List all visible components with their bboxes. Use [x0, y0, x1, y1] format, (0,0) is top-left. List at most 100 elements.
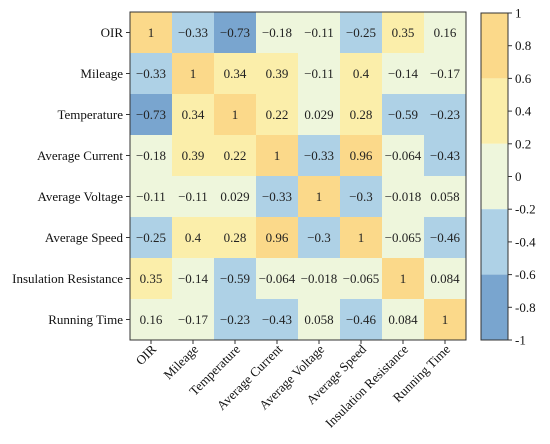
heatmap-cell: [382, 299, 424, 340]
heatmap-cell: [130, 299, 172, 340]
heatmap-cell: [130, 94, 172, 135]
heatmap-cell: [298, 217, 340, 258]
heatmap-cell: [424, 176, 466, 217]
cell-value-label: 0.4: [353, 66, 370, 81]
heatmap-cell: [382, 135, 424, 176]
cell-value-label: 0.4: [185, 230, 202, 245]
heatmap-cell-values: 1 −0.33 −0.73 −0.18 −0.11 −0.25 0.35 0.16 −0.33 1…: [136, 25, 461, 327]
heatmap-cell: [340, 217, 382, 258]
heatmap-cell: [298, 258, 340, 299]
colorbar-tick-label: 0.6: [515, 71, 532, 86]
colorbar: [480, 12, 509, 341]
cell-value-label: −0.064: [259, 271, 296, 286]
heatmap-cell: [256, 12, 298, 53]
heatmap-cell: [340, 258, 382, 299]
cell-value-label: −0.17: [430, 66, 461, 81]
heatmap-cell: [298, 135, 340, 176]
cell-value-label: −0.064: [385, 148, 422, 163]
heatmap-cell: [172, 135, 214, 176]
cell-value-label: −0.18: [136, 148, 166, 163]
heatmap-cell: [130, 217, 172, 258]
heatmap-cell: [424, 94, 466, 135]
column-label: OIR: [133, 341, 160, 368]
heatmap-cells: [130, 12, 466, 340]
cell-value-label: −0.46: [346, 312, 377, 327]
heatmap-cell: [382, 217, 424, 258]
heatmap-cell: [172, 53, 214, 94]
cell-value-label: −0.065: [385, 230, 422, 245]
row-labels: OIR Mileage Temperature Average Current Aver…: [12, 25, 130, 327]
column-label: Mileage: [160, 341, 201, 382]
heatmap-cell: [256, 94, 298, 135]
colorbar-tick-label: -0.6: [515, 267, 536, 282]
cell-value-label: 0.22: [224, 148, 247, 163]
cell-value-label: 0.058: [304, 312, 333, 327]
cell-value-label: −0.33: [304, 148, 334, 163]
cell-value-label: 0.084: [430, 271, 460, 286]
cell-value-label: −0.3: [349, 189, 373, 204]
colorbar-segment: [481, 143, 508, 210]
colorbar-tick-label: -0.2: [515, 202, 536, 217]
cell-value-label: −0.46: [430, 230, 461, 245]
heatmap-cell: [214, 299, 256, 340]
cell-value-label: −0.73: [220, 25, 250, 40]
cell-value-label: 1: [442, 312, 449, 327]
cell-value-label: 1: [316, 189, 323, 204]
heatmap-cell: [214, 217, 256, 258]
colorbar-tick-label: -0.4: [515, 234, 536, 249]
colorbar-segment: [481, 78, 508, 144]
heatmap-cell: [214, 53, 256, 94]
heatmap-cell: [424, 53, 466, 94]
cell-value-label: −0.11: [178, 189, 208, 204]
heatmap-cell: [298, 94, 340, 135]
heatmap-cell: [424, 258, 466, 299]
row-label: Average Voltage: [37, 189, 123, 204]
heatmap-cell: [424, 299, 466, 340]
cell-value-label: −0.018: [385, 189, 422, 204]
cell-value-label: 0.029: [220, 189, 249, 204]
heatmap-cell: [172, 94, 214, 135]
cell-value-label: −0.43: [430, 148, 460, 163]
cell-value-label: −0.73: [136, 107, 166, 122]
cell-value-label: −0.25: [136, 230, 166, 245]
cell-value-label: −0.17: [178, 312, 209, 327]
colorbar-segment: [481, 209, 508, 275]
heatmap-cell: [214, 258, 256, 299]
cell-value-label: 0.029: [304, 107, 333, 122]
cell-value-label: −0.59: [220, 271, 250, 286]
row-label: Running Time: [48, 312, 123, 327]
heatmap-cell: [214, 135, 256, 176]
colorbar-tick-label: 0: [515, 169, 522, 184]
row-label: Average Current: [37, 148, 123, 163]
heatmap-cell: [382, 258, 424, 299]
cell-value-label: 1: [358, 230, 365, 245]
heatmap-cell: [172, 217, 214, 258]
colorbar-tick-label: 1: [515, 6, 522, 21]
row-label: Temperature: [58, 107, 124, 122]
row-label: Insulation Resistance: [12, 271, 123, 286]
heatmap-cell: [130, 53, 172, 94]
cell-value-label: 0.96: [266, 230, 289, 245]
row-label: OIR: [101, 25, 124, 40]
heatmap-cell: [172, 12, 214, 53]
colorbar-segment: [481, 274, 508, 340]
heatmap-cell: [214, 94, 256, 135]
cell-value-label: 0.39: [182, 148, 205, 163]
heatmap-cell: [130, 12, 172, 53]
heatmap-cell: [340, 94, 382, 135]
heatmap-cell: [298, 53, 340, 94]
colorbar-tick-label: 0.2: [515, 136, 531, 151]
cell-value-label: −0.14: [388, 66, 419, 81]
cell-value-label: 0.34: [182, 107, 205, 122]
cell-value-label: −0.33: [262, 189, 292, 204]
heatmap-cell: [382, 176, 424, 217]
cell-value-label: 0.35: [140, 271, 163, 286]
heatmap-cell: [130, 176, 172, 217]
heatmap-cell: [298, 299, 340, 340]
heatmap-cell: [130, 258, 172, 299]
heatmap-cell: [214, 176, 256, 217]
cell-value-label: 0.22: [266, 107, 289, 122]
heatmap-cell: [424, 12, 466, 53]
heatmap-cell: [172, 258, 214, 299]
